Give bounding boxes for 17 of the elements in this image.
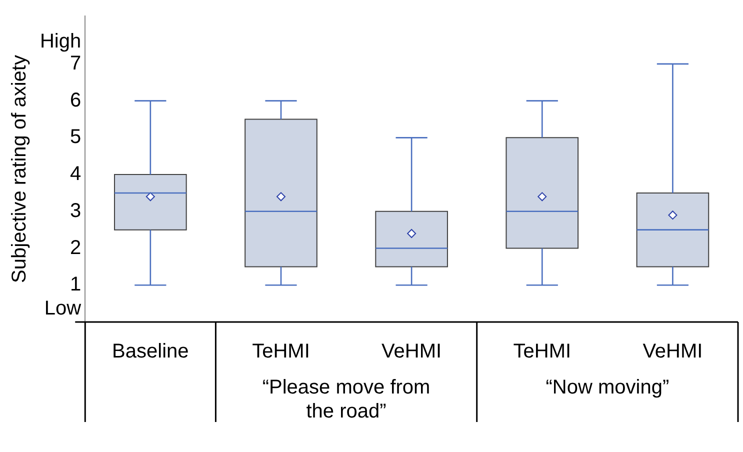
y-axis-title: Subjective rating of axiety: [8, 55, 31, 283]
x-tick-label: TeHMI: [513, 340, 572, 363]
text: “Now moving”: [546, 376, 670, 399]
x-tick-label: TeHMI: [252, 340, 310, 363]
x-tick-label: Baseline: [112, 340, 189, 363]
y-tick-label: 6: [70, 89, 82, 112]
text: “Please move from the road”: [262, 376, 430, 423]
y-tick-label: 7: [70, 52, 82, 74]
y-tick-label: 5: [70, 126, 82, 148]
y-tick-label: 4: [70, 163, 82, 186]
y-tick-label: 2: [70, 236, 82, 259]
x-tick-label: VeHMI: [642, 340, 703, 363]
x-tick-label: VeHMI: [382, 340, 442, 363]
y-tick-label: 1: [70, 274, 82, 296]
y-tick-label: 3: [70, 200, 82, 222]
y-tick-label: Low: [44, 298, 82, 320]
y-tick-label: High: [40, 30, 82, 52]
